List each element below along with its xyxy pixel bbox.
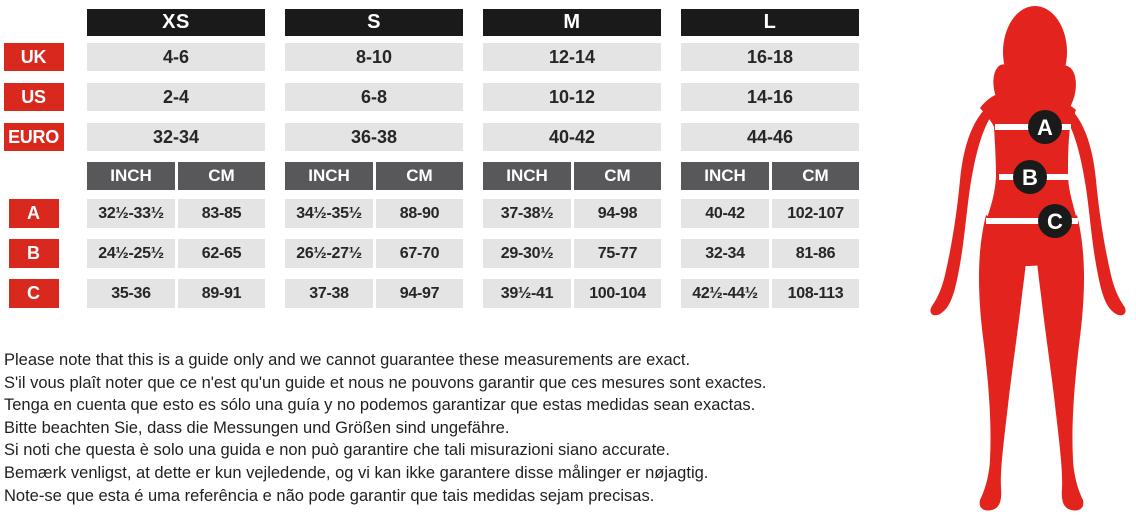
female-silhouette-icon: A B C [930,6,1126,511]
figure-marker-a: A [1028,110,1062,144]
row-label-euro: EURO [3,123,64,151]
figure-marker-c: C [1038,204,1072,238]
unit-header-cm: CM [772,162,859,190]
measurement-figure: A B C [900,0,1136,516]
c-s-cm: 94-97 [376,279,463,308]
a-m-inch: 37-38½ [483,199,571,228]
us-l-value: 14-16 [681,83,859,111]
hip-line [986,218,1078,224]
euro-xs-value: 32-34 [87,123,265,151]
b-xs-inch: 24½-25½ [87,239,175,268]
b-l-inch: 32-34 [681,239,769,268]
unit-spacer [0,162,67,190]
row-label-us: US [3,83,64,111]
table-row-us: US 2-4 6-8 10-12 14-16 [0,83,859,111]
a-xs-cm: 83-85 [178,199,265,228]
row-label-uk: UK [3,43,64,71]
unit-header-inch: INCH [285,162,373,190]
unit-header-inch: INCH [483,162,571,190]
figure-marker-a-label: A [1037,115,1053,140]
table-row-uk: UK 4-6 8-10 12-14 16-18 [0,43,859,71]
b-s-inch: 26½-27½ [285,239,373,268]
b-m-cm: 75-77 [574,239,661,268]
c-m-cm: 100-104 [574,279,661,308]
size-header-row: XS S M L [0,9,859,36]
note-german: Bitte beachten Sie, dass die Messungen u… [4,418,510,437]
row-label-a: A [8,199,59,228]
size-chart-table: XS S M L UK 4-6 8-10 12-14 16-18 US 2-4 … [0,9,859,308]
uk-m-value: 12-14 [483,43,661,71]
unit-header-cm: CM [574,162,661,190]
a-l-inch: 40-42 [681,199,769,228]
unit-header-cm: CM [178,162,265,190]
uk-xs-value: 4-6 [87,43,265,71]
a-s-inch: 34½-35½ [285,199,373,228]
uk-l-value: 16-18 [681,43,859,71]
a-l-cm: 102-107 [772,199,859,228]
b-xs-cm: 62-65 [178,239,265,268]
table-row-c: C 35-36 89-91 37-38 94-97 39½-41 100-104… [0,279,859,308]
c-s-inch: 37-38 [285,279,373,308]
b-l-cm: 81-86 [772,239,859,268]
table-row-a: A 32½-33½ 83-85 34½-35½ 88-90 37-38½ 94-… [0,199,859,228]
b-s-cm: 67-70 [376,239,463,268]
header-spacer [0,9,67,36]
unit-header-inch: INCH [681,162,769,190]
figure-marker-b: B [1013,160,1047,194]
disclaimer-notes: Please note that this is a guide only an… [4,349,767,507]
table-row-euro: EURO 32-34 36-38 40-42 44-46 [0,123,859,151]
unit-header-cm: CM [376,162,463,190]
c-m-inch: 39½-41 [483,279,571,308]
c-l-inch: 42½-44½ [681,279,769,308]
b-m-inch: 29-30½ [483,239,571,268]
c-l-cm: 108-113 [772,279,859,308]
us-s-value: 6-8 [285,83,463,111]
us-xs-value: 2-4 [87,83,265,111]
size-header-l: L [681,9,859,36]
note-portuguese: Note-se que esta é uma referência e não … [4,486,655,505]
row-label-b: B [8,239,59,268]
a-s-cm: 88-90 [376,199,463,228]
row-label-c: C [8,279,59,308]
c-xs-cm: 89-91 [178,279,265,308]
figure-marker-c-label: C [1047,209,1063,234]
euro-m-value: 40-42 [483,123,661,151]
note-danish: Bemærk venligst, at dette er kun vejlede… [4,463,709,482]
size-header-m: M [483,9,661,36]
note-english: Please note that this is a guide only an… [4,351,691,369]
us-m-value: 10-12 [483,83,661,111]
a-m-cm: 94-98 [574,199,661,228]
euro-l-value: 44-46 [681,123,859,151]
a-xs-inch: 32½-33½ [87,199,175,228]
euro-s-value: 36-38 [285,123,463,151]
unit-header-inch: INCH [87,162,175,190]
note-italian: Si noti che questa è solo una guida e no… [4,441,670,460]
uk-s-value: 8-10 [285,43,463,71]
c-xs-inch: 35-36 [87,279,175,308]
figure-marker-b-label: B [1022,165,1038,190]
size-header-s: S [285,9,463,36]
unit-header-row: INCH CM INCH CM INCH CM INCH CM [0,162,859,190]
size-header-xs: XS [87,9,265,36]
note-french: S'il vous plaît noter que ce n'est qu'un… [4,373,767,392]
table-row-b: B 24½-25½ 62-65 26½-27½ 67-70 29-30½ 75-… [0,239,859,268]
note-spanish: Tenga en cuenta que esto es sólo una guí… [4,396,756,415]
